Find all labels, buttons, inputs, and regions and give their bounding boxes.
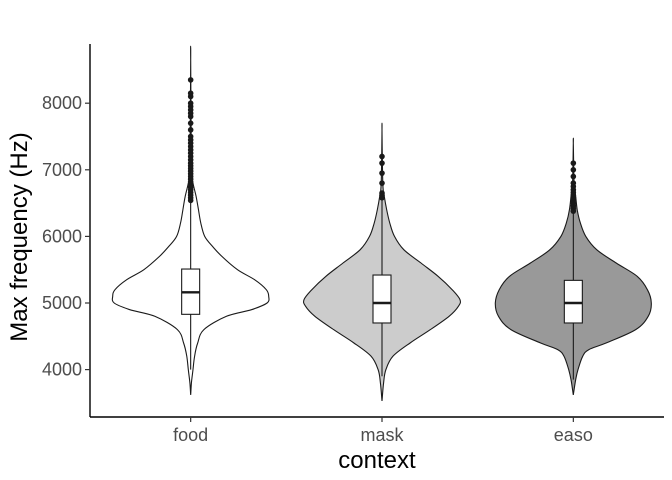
box-mask (372, 274, 392, 324)
y-axis-title: Max frequency (Hz) (6, 132, 33, 341)
x-tick-label-mask: mask (360, 425, 404, 445)
x-axis-title: context (338, 447, 416, 474)
y-tick-label: 5000 (42, 293, 82, 313)
y-tick-label: 6000 (42, 226, 82, 246)
outlier-point-food (187, 133, 194, 140)
outlier-point-food (187, 100, 194, 106)
outlier-point-food (187, 120, 194, 126)
outlier-point-easo (570, 160, 577, 166)
y-tick-label: 7000 (42, 160, 82, 180)
outlier-point-food (187, 90, 194, 97)
outlier-point-food (187, 127, 194, 133)
outlier-point-easo (570, 167, 577, 173)
x-tick-label-easo: easo (554, 425, 593, 445)
box-easo (563, 279, 583, 324)
outlier-point-food (187, 77, 194, 83)
outlier-point-mask (379, 170, 385, 176)
outlier-point-mask (379, 153, 385, 160)
outlier-point-easo (570, 173, 577, 180)
outlier-point-mask (379, 160, 385, 166)
outlier-point-easo (570, 180, 577, 186)
y-tick-label: 4000 (42, 360, 82, 380)
outlier-point-mask (379, 180, 385, 186)
x-axis-ticks: food mask easo (173, 417, 593, 445)
y-tick-label: 8000 (42, 93, 82, 113)
y-axis-ticks: 4000 5000 6000 7000 8000 (42, 93, 90, 380)
outlier-point-mask (379, 190, 385, 196)
plot-area (111, 45, 652, 401)
x-tick-label-food: food (173, 425, 208, 445)
